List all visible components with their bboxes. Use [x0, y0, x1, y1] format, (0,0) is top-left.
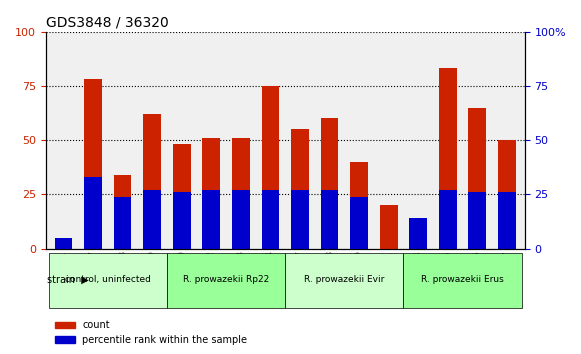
Bar — [114, 175, 131, 249]
Bar — [144, 114, 161, 249]
Bar — [173, 192, 191, 249]
Bar — [232, 190, 250, 249]
Bar — [498, 140, 516, 249]
Bar — [55, 238, 72, 249]
Bar — [144, 190, 161, 249]
Text: R. prowazekii Rp22: R. prowazekii Rp22 — [183, 275, 269, 284]
Bar — [261, 86, 279, 249]
Bar — [350, 162, 368, 249]
FancyBboxPatch shape — [49, 253, 167, 308]
Text: GDS3848 / 36320: GDS3848 / 36320 — [46, 15, 168, 29]
Legend: count, percentile rank within the sample: count, percentile rank within the sample — [51, 316, 252, 349]
Bar — [439, 68, 457, 249]
Bar — [380, 205, 397, 249]
FancyBboxPatch shape — [285, 253, 403, 308]
Bar — [498, 192, 516, 249]
Bar — [55, 242, 72, 249]
Bar — [410, 218, 427, 249]
Bar — [232, 138, 250, 249]
Bar — [350, 196, 368, 249]
Bar — [84, 79, 102, 249]
Bar — [173, 144, 191, 249]
Text: control, uninfected: control, uninfected — [65, 275, 150, 284]
Bar — [261, 190, 279, 249]
Bar — [321, 118, 338, 249]
Bar — [202, 190, 220, 249]
Text: R. prowazekii Erus: R. prowazekii Erus — [421, 275, 504, 284]
Bar — [468, 192, 486, 249]
Bar — [291, 129, 309, 249]
Bar — [84, 177, 102, 249]
Bar — [468, 108, 486, 249]
Bar — [291, 190, 309, 249]
Bar — [202, 138, 220, 249]
FancyBboxPatch shape — [167, 253, 285, 308]
Bar — [321, 190, 338, 249]
FancyBboxPatch shape — [403, 253, 522, 308]
Bar — [410, 221, 427, 249]
Bar — [439, 190, 457, 249]
Text: R. prowazekii Evir: R. prowazekii Evir — [304, 275, 385, 284]
Text: strain  ▶: strain ▶ — [47, 275, 89, 285]
Bar — [114, 196, 131, 249]
